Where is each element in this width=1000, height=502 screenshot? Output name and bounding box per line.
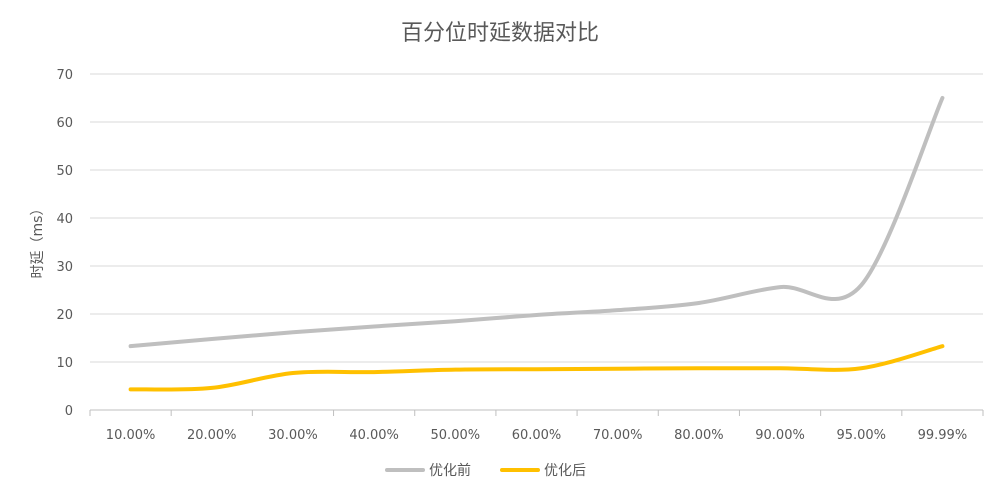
x-tick-label: 20.00% bbox=[187, 428, 237, 443]
x-tick-label: 99.99% bbox=[918, 428, 968, 443]
legend-label-1: 优化前 bbox=[429, 462, 471, 479]
y-tick-label: 50 bbox=[56, 164, 73, 179]
chart-title: 百分位时延数据对比 bbox=[401, 21, 599, 46]
x-tick-label: 50.00% bbox=[431, 428, 481, 443]
y-tick-label: 20 bbox=[56, 308, 73, 323]
x-axis: 10.00% 20.00% 30.00% 40.00% 50.00% 60.00% 70.0… bbox=[89, 409, 984, 443]
series-line-2 bbox=[128, 344, 945, 392]
y-axis-label: 时延（ms） bbox=[30, 202, 46, 279]
x-tick-label: 90.00% bbox=[755, 428, 805, 443]
y-tick-label: 10 bbox=[56, 356, 73, 371]
x-tick-label: 80.00% bbox=[674, 428, 724, 443]
series-line-1 bbox=[128, 96, 945, 349]
grid-lines bbox=[90, 73, 983, 363]
x-tick-label: 10.00% bbox=[106, 428, 156, 443]
x-tick-label: 40.00% bbox=[349, 428, 399, 443]
y-tick-label: 60 bbox=[56, 116, 73, 131]
y-tick-label: 40 bbox=[56, 212, 73, 227]
legend-label-2: 优化后 bbox=[544, 463, 586, 479]
y-axis-ticks: 0 10 20 30 40 50 60 70 bbox=[56, 68, 73, 419]
x-tick-label: 95.00% bbox=[836, 428, 886, 443]
y-tick-label: 30 bbox=[56, 260, 73, 275]
x-tick-label: 60.00% bbox=[512, 428, 562, 443]
x-tick-label: 70.00% bbox=[593, 428, 643, 443]
y-tick-label: 0 bbox=[65, 404, 73, 419]
legend: 优化前 优化后 bbox=[385, 462, 586, 479]
x-tick-label: 30.00% bbox=[268, 428, 318, 443]
y-tick-label: 70 bbox=[56, 68, 73, 83]
series-lines bbox=[128, 96, 945, 392]
